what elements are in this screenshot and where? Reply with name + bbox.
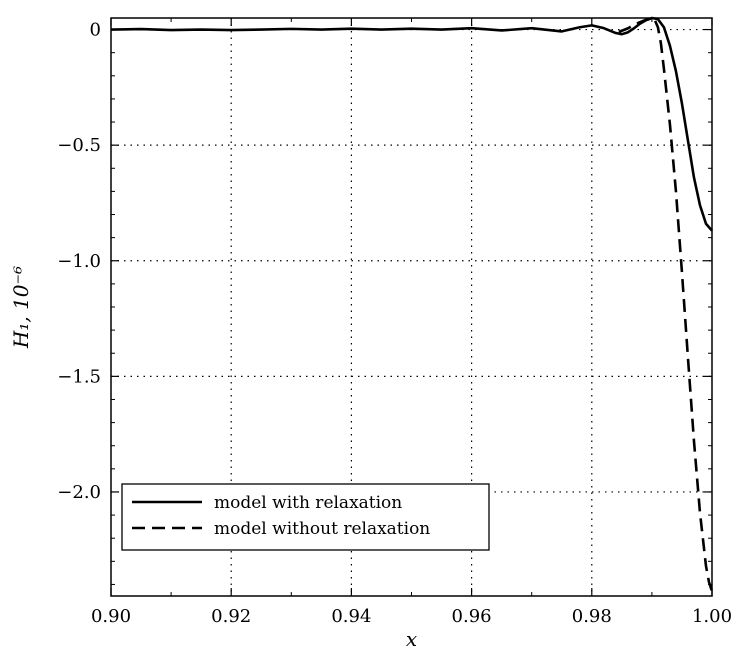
legend-box <box>121 483 490 551</box>
y-tick-label: −0.5 <box>57 135 101 156</box>
y-axis-label: H₁, 10⁻⁶ <box>9 266 33 349</box>
y-tick-labels: 0 −0.5 −1.0 −1.5 −2.0 <box>57 20 101 503</box>
y-tick-label: −1.5 <box>57 366 101 387</box>
x-tick-label: 1.00 <box>692 606 732 627</box>
legend-label-1: model with relaxation <box>214 493 402 513</box>
x-tick-label: 0.94 <box>331 606 371 627</box>
y-tick-label: 0 <box>90 20 101 41</box>
x-tick-label: 0.90 <box>91 606 131 627</box>
y-tick-label: −2.0 <box>57 482 101 503</box>
x-tick-labels: 0.90 0.92 0.94 0.96 0.98 1.00 <box>91 606 732 627</box>
legend: model with relaxation model without relax… <box>121 483 490 551</box>
series-line-2 <box>618 17 714 592</box>
x-tick-label: 0.92 <box>211 606 251 627</box>
x-tick-label: 0.96 <box>452 606 492 627</box>
legend-label-2: model without relaxation <box>214 519 430 539</box>
series-line-1 <box>110 16 713 232</box>
y-tick-label: −1.0 <box>57 251 101 272</box>
x-tick-label: 0.98 <box>572 606 612 627</box>
x-axis-label: x <box>406 627 417 651</box>
series-layer <box>110 16 714 592</box>
axis-ticks <box>110 18 713 596</box>
